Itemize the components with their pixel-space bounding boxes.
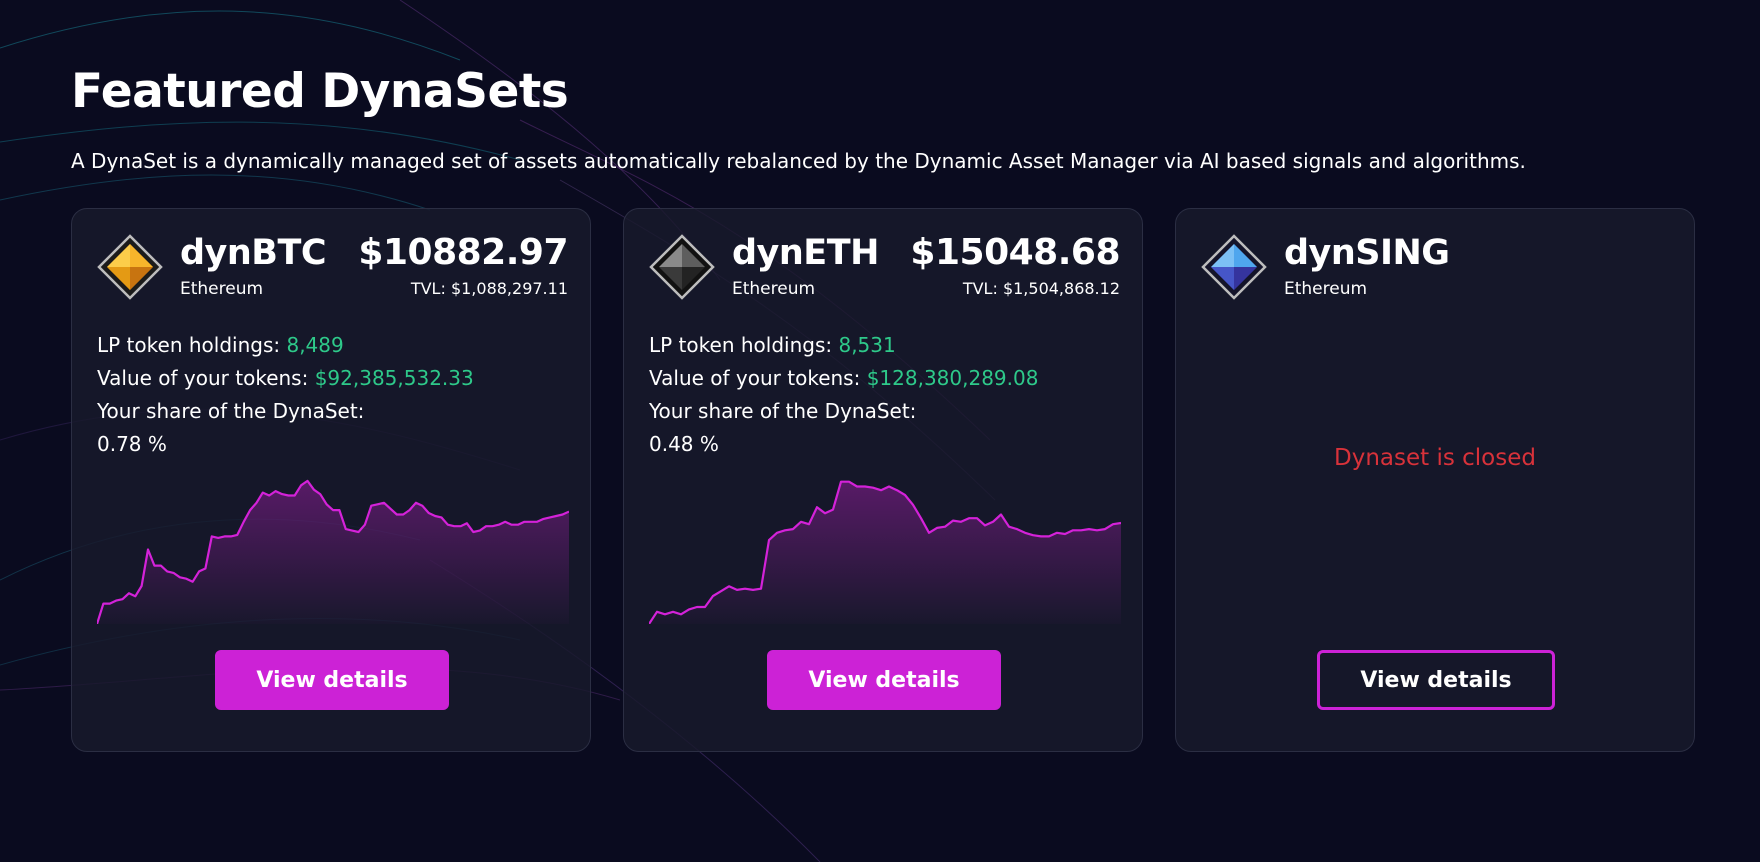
token-value-row: Value of your tokens: $92,385,532.33 bbox=[97, 362, 474, 395]
gold-diamond-icon bbox=[97, 234, 163, 300]
token-value-label: Value of your tokens: bbox=[649, 366, 861, 390]
view-details-button[interactable]: View details bbox=[767, 650, 1001, 710]
dynaset-price: $15048.68 bbox=[910, 232, 1120, 273]
dynaset-price: $10882.97 bbox=[358, 232, 568, 273]
lp-holdings-row: LP token holdings: 8,531 bbox=[649, 329, 1038, 362]
share-value: 0.48 % bbox=[649, 432, 719, 456]
chart-area-fill bbox=[649, 481, 1121, 624]
holdings-stats: LP token holdings: 8,531 Value of your t… bbox=[649, 329, 1038, 461]
silver-diamond-icon bbox=[649, 234, 715, 300]
page-title: Featured DynaSets bbox=[71, 64, 569, 119]
tvl-value: TVL: $1,088,297.11 bbox=[410, 279, 568, 298]
tvl-value: TVL: $1,504,868.12 bbox=[962, 279, 1120, 298]
dynaset-card-dynsing: dynSING Ethereum Dynaset is closed View … bbox=[1175, 208, 1695, 752]
chart-series-line bbox=[649, 480, 1121, 624]
blue-diamond-icon bbox=[1201, 234, 1267, 300]
dynaset-name: dynETH bbox=[732, 233, 879, 273]
dynaset-name: dynSING bbox=[1284, 233, 1450, 273]
page-subtitle: A DynaSet is a dynamically managed set o… bbox=[71, 149, 1526, 173]
lp-holdings-label: LP token holdings: bbox=[649, 333, 833, 357]
lp-holdings-label: LP token holdings: bbox=[97, 333, 281, 357]
token-value-amount: $128,380,289.08 bbox=[866, 366, 1039, 390]
token-value-row: Value of your tokens: $128,380,289.08 bbox=[649, 362, 1038, 395]
network-label: Ethereum bbox=[180, 279, 264, 299]
page-content: Featured DynaSets A DynaSet is a dynamic… bbox=[71, 0, 1697, 862]
lp-holdings-value: 8,489 bbox=[286, 333, 344, 357]
holdings-stats: LP token holdings: 8,489 Value of your t… bbox=[97, 329, 474, 461]
share-label: Your share of the DynaSet: bbox=[649, 399, 917, 423]
token-value-amount: $92,385,532.33 bbox=[314, 366, 474, 390]
network-label: Ethereum bbox=[732, 279, 816, 299]
price-chart-dynbtc bbox=[97, 479, 569, 624]
chart-series-line bbox=[97, 479, 569, 624]
share-value: 0.78 % bbox=[97, 432, 167, 456]
closed-status: Dynaset is closed bbox=[1334, 445, 1536, 471]
lp-holdings-row: LP token holdings: 8,489 bbox=[97, 329, 474, 362]
view-details-button[interactable]: View details bbox=[215, 650, 449, 710]
dynaset-card-dyneth: dynETH Ethereum $15048.68 TVL: $1,504,86… bbox=[623, 208, 1143, 752]
chart-area-fill bbox=[97, 480, 569, 624]
view-details-button[interactable]: View details bbox=[1317, 650, 1555, 710]
dynaset-name: dynBTC bbox=[180, 233, 327, 273]
lp-holdings-value: 8,531 bbox=[838, 333, 896, 357]
token-value-label: Value of your tokens: bbox=[97, 366, 309, 390]
price-chart-dyneth bbox=[649, 480, 1121, 624]
share-label: Your share of the DynaSet: bbox=[97, 399, 365, 423]
dynaset-card-dynbtc: dynBTC Ethereum $10882.97 TVL: $1,088,29… bbox=[71, 208, 591, 752]
network-label: Ethereum bbox=[1284, 279, 1368, 299]
